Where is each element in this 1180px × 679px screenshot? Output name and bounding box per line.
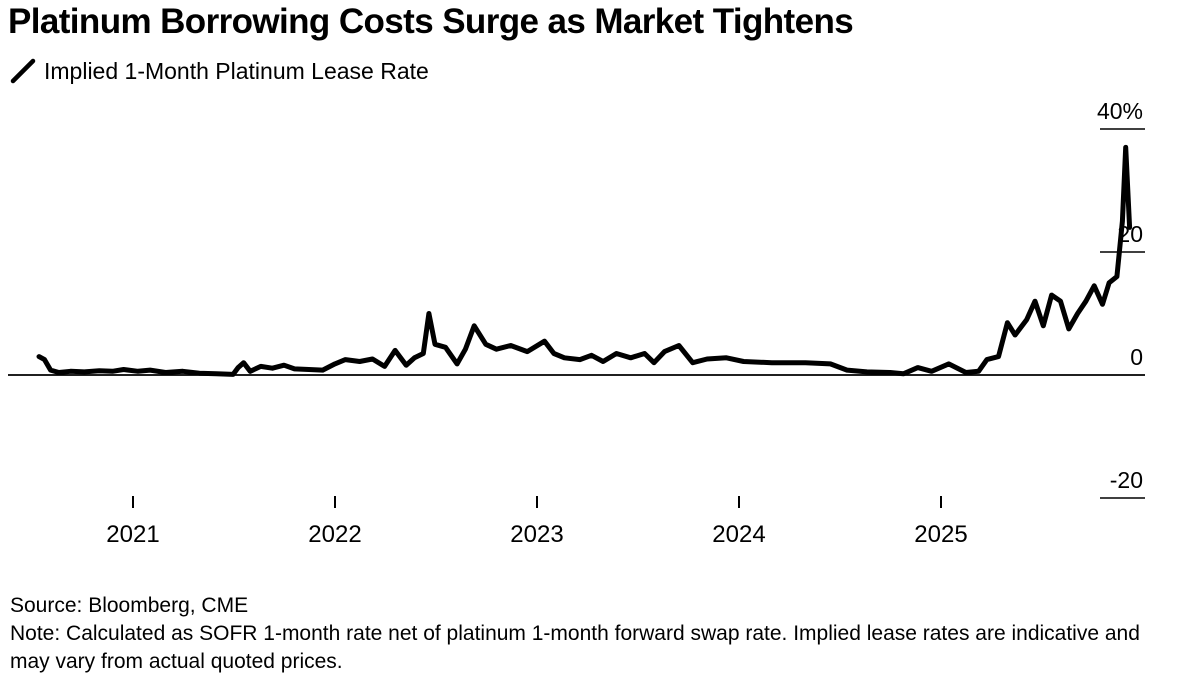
x-tick-label: 2025 (914, 521, 967, 548)
x-tick-label: 2023 (510, 521, 563, 548)
plot-area (36, 144, 1133, 377)
x-tick-label: 2024 (712, 521, 765, 548)
methodology-note: Note: Calculated as SOFR 1-month rate ne… (10, 622, 1140, 673)
x-tick-label: 2021 (106, 521, 159, 548)
source-note: Source: Bloomberg, CME (10, 594, 249, 617)
x-tick-label: 2022 (308, 521, 361, 548)
legend-line-icon (10, 58, 36, 84)
footer: Source: Bloomberg, CME Note: Calculated … (10, 592, 1175, 676)
y-tick-label: -20 (1110, 467, 1143, 493)
series-line-lease-rate (36, 144, 1133, 377)
legend-label: Implied 1-Month Platinum Lease Rate (44, 57, 429, 84)
y-tick-label: 40% (1097, 98, 1143, 124)
chart-title: Platinum Borrowing Costs Surge as Market… (8, 2, 854, 41)
y-tick-label: 0 (1130, 344, 1143, 370)
legend: Implied 1-Month Platinum Lease Rate (10, 56, 429, 86)
x-axis: 2021 2022 2023 2024 2025 (106, 496, 968, 548)
